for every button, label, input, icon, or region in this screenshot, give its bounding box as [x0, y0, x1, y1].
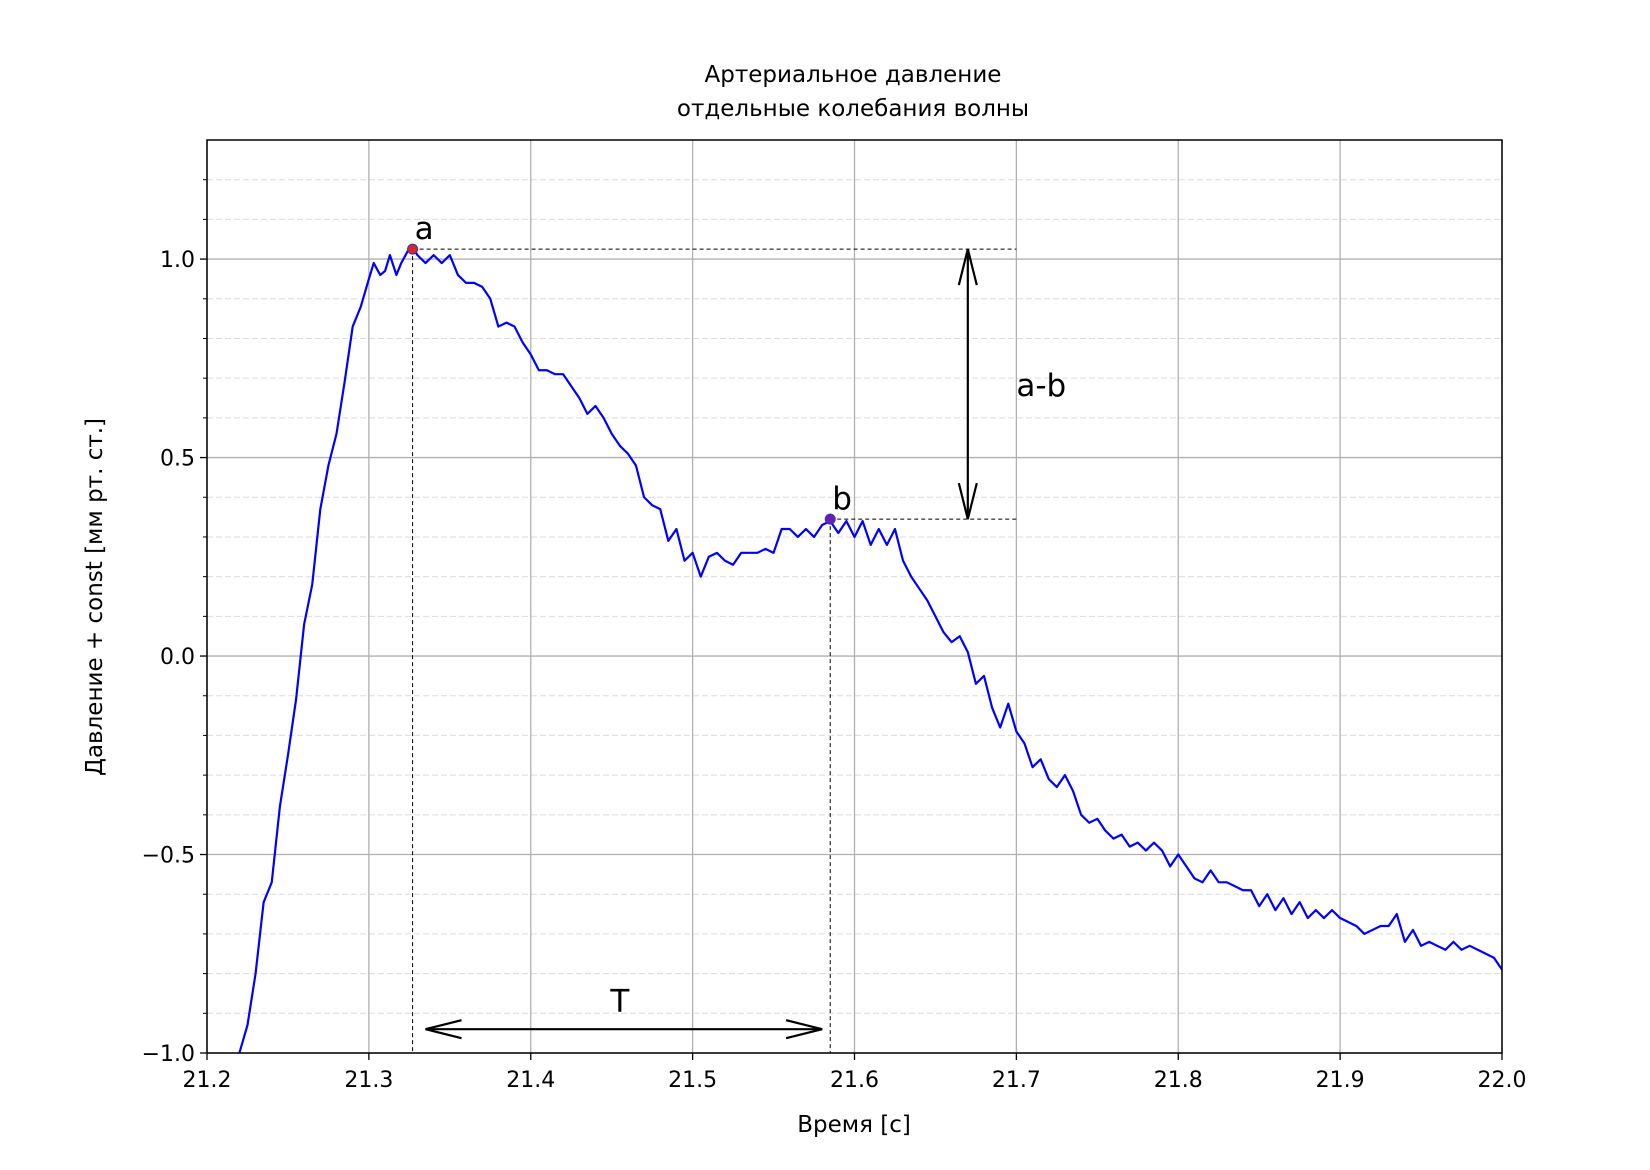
arrow-head [425, 1019, 462, 1040]
y-axis-label: Давление + const [мм рт. ст.] [82, 418, 108, 776]
y-tick-label: −0.5 [142, 844, 195, 869]
marker-point [407, 243, 419, 255]
x-tick-label: 21.9 [1316, 1068, 1365, 1093]
x-tick-label: 21.6 [830, 1068, 879, 1093]
chart-title: Артериальное давление [705, 62, 1002, 88]
y-tick-label: −1.0 [142, 1042, 195, 1067]
marker-point [824, 513, 836, 525]
x-axis-label: Время [с] [797, 1112, 911, 1138]
chart-subtitle: отдельные колебания волны [677, 96, 1029, 122]
arrow-label: T [609, 983, 630, 1019]
x-tick-label: 21.3 [344, 1068, 393, 1093]
plot-frame [206, 139, 1503, 1054]
arrow-head [957, 482, 978, 520]
y-tick-label: 1.0 [160, 248, 195, 273]
x-tick-label: 21.8 [1154, 1068, 1203, 1093]
x-tick-label: 21.4 [506, 1068, 555, 1093]
x-tick-label: 21.7 [992, 1068, 1041, 1093]
y-tick-label: 0.5 [160, 447, 195, 472]
arrow-head [785, 1019, 823, 1040]
arrow-head [957, 248, 978, 286]
arrow-label: a-b [1016, 368, 1066, 404]
x-tick-label: 21.5 [668, 1068, 717, 1093]
data-line [238, 246, 1503, 1054]
point-label: a [415, 211, 434, 247]
x-tick-label: 21.2 [183, 1068, 232, 1093]
point-label: b [832, 481, 852, 517]
y-tick-label: 0.0 [160, 645, 195, 670]
x-tick-label: 22.0 [1478, 1068, 1527, 1093]
